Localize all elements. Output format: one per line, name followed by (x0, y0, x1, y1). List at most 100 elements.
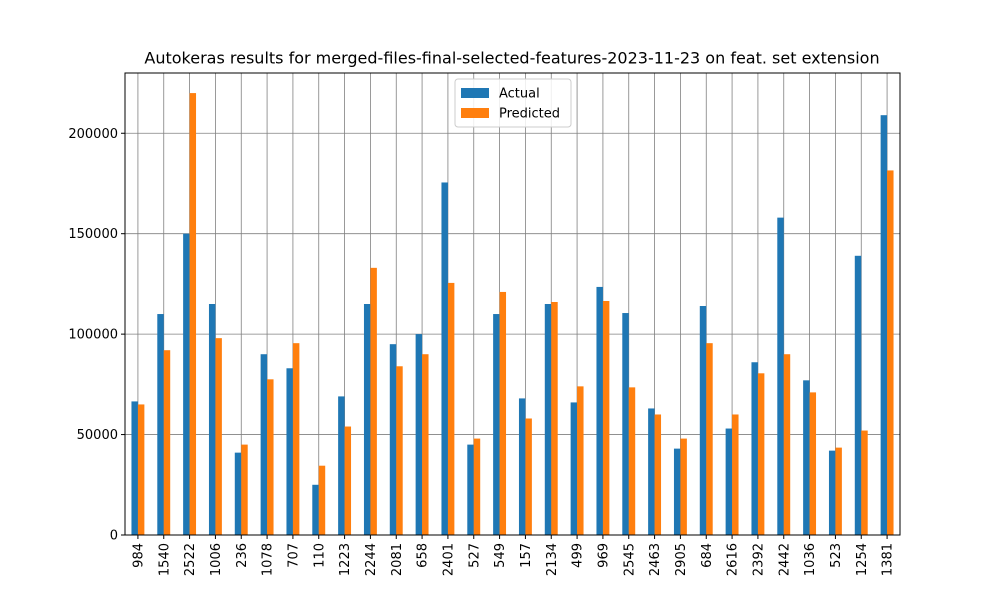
x-tick-label: 1381 (881, 543, 896, 576)
x-tick-label: 2244 (364, 543, 379, 576)
x-tick-label: 1254 (855, 543, 870, 576)
bar-actual-2134 (544, 304, 552, 535)
x-tick-label: 984 (131, 543, 146, 568)
bar-predicted-523 (835, 447, 842, 535)
x-tick-label: 707 (286, 543, 301, 568)
bar-predicted-499 (577, 386, 584, 535)
bar-actual-110 (312, 484, 319, 535)
bar-actual-969 (596, 286, 603, 535)
x-tick-label: 157 (519, 543, 534, 568)
bar-actual-1036 (803, 380, 810, 535)
x-tick-label: 110 (312, 543, 327, 568)
bar-actual-1254 (854, 255, 862, 535)
bar-actual-236 (234, 452, 242, 535)
bar-actual-707 (286, 368, 293, 535)
bar-predicted-684 (706, 343, 713, 535)
x-tick-label: 1540 (157, 543, 172, 576)
bar-actual-2081 (389, 344, 397, 535)
bar-predicted-527 (473, 438, 481, 535)
bar-predicted-2616 (732, 414, 739, 535)
bar-predicted-2522 (189, 93, 197, 535)
chart-title: Autokeras results for merged-files-final… (144, 49, 879, 68)
bar-actual-1223 (338, 396, 345, 535)
bar-actual-1078 (260, 354, 268, 535)
bar-actual-499 (570, 402, 578, 535)
x-tick-label: 236 (235, 543, 250, 568)
bar-predicted-984 (137, 404, 145, 535)
bar-predicted-2545 (628, 387, 636, 535)
bar-actual-2401 (441, 182, 448, 535)
y-tick-label: 50000 (77, 428, 118, 443)
bar-predicted-658 (422, 354, 429, 535)
bar-actual-2522 (183, 233, 190, 535)
bar-predicted-1223 (344, 426, 352, 535)
bar-predicted-2905 (680, 438, 687, 535)
legend-label-actual: Actual (499, 87, 540, 102)
bar-predicted-157 (525, 418, 532, 535)
bar-predicted-1078 (267, 379, 274, 535)
y-tick-label: 0 (110, 529, 118, 544)
x-tick-label: 2905 (674, 543, 689, 576)
legend-swatch-actual (461, 88, 489, 98)
x-tick-label: 684 (700, 543, 715, 568)
bar-predicted-2401 (447, 282, 455, 535)
bar-actual-1006 (208, 304, 216, 535)
bars (131, 93, 894, 535)
x-tick-label: 549 (493, 543, 508, 568)
x-tick-label: 1006 (209, 543, 224, 576)
x-tick-label: 2616 (726, 543, 741, 576)
x-tick-label: 2522 (183, 543, 198, 576)
x-tick-label: 2081 (390, 543, 405, 576)
bar-actual-1381 (880, 115, 888, 535)
bar-actual-2463 (648, 408, 655, 535)
x-tick-label: 2463 (648, 543, 663, 576)
bar-predicted-1006 (215, 338, 222, 535)
bar-predicted-2134 (551, 301, 558, 535)
y-tick-label: 200000 (68, 127, 118, 142)
x-tick-label: 2401 (441, 543, 456, 576)
bar-predicted-110 (318, 465, 326, 535)
bar-predicted-707 (292, 343, 300, 535)
bar-actual-157 (518, 398, 526, 535)
bar-actual-1540 (157, 314, 164, 535)
bar-actual-549 (493, 314, 500, 535)
x-tick-label: 969 (596, 543, 611, 568)
x-tick-label: 1078 (261, 543, 276, 576)
bar-predicted-236 (241, 444, 248, 535)
y-axis: 0 50000 100000 150000 200000 (68, 127, 125, 544)
bar-predicted-2442 (783, 354, 791, 535)
bar-predicted-2463 (654, 414, 662, 535)
x-tick-label: 499 (571, 543, 586, 568)
x-tick-label: 658 (416, 543, 431, 568)
legend: Actual Predicted (454, 78, 572, 128)
bar-actual-2244 (363, 304, 371, 535)
y-tick-label: 150000 (68, 227, 118, 242)
x-tick-label: 523 (829, 543, 844, 568)
bar-predicted-549 (499, 291, 507, 535)
bar-actual-527 (467, 444, 474, 535)
x-tick-label: 2545 (622, 543, 637, 576)
bar-predicted-2081 (396, 366, 403, 535)
bar-actual-523 (828, 450, 836, 535)
x-tick-label: 2134 (545, 543, 560, 576)
legend-label-predicted: Predicted (499, 107, 560, 122)
x-tick-label: 527 (467, 543, 482, 568)
x-tick-label: 2392 (751, 543, 766, 576)
bar-actual-658 (415, 334, 423, 535)
bar-actual-684 (699, 306, 707, 535)
bar-actual-984 (131, 401, 138, 535)
x-tick-label: 1036 (803, 543, 818, 576)
bar-predicted-1540 (163, 350, 171, 535)
bar-actual-2905 (673, 448, 681, 535)
bar-predicted-1381 (887, 170, 894, 535)
x-tick-label: 2442 (777, 543, 792, 576)
plot-frame (124, 72, 901, 536)
x-tick-label: 1223 (338, 543, 353, 576)
y-tick-label: 100000 (68, 328, 118, 343)
bar-actual-2616 (725, 428, 733, 535)
bar-predicted-969 (602, 300, 610, 535)
bar-predicted-2244 (370, 267, 377, 535)
bar-actual-2392 (751, 362, 758, 535)
